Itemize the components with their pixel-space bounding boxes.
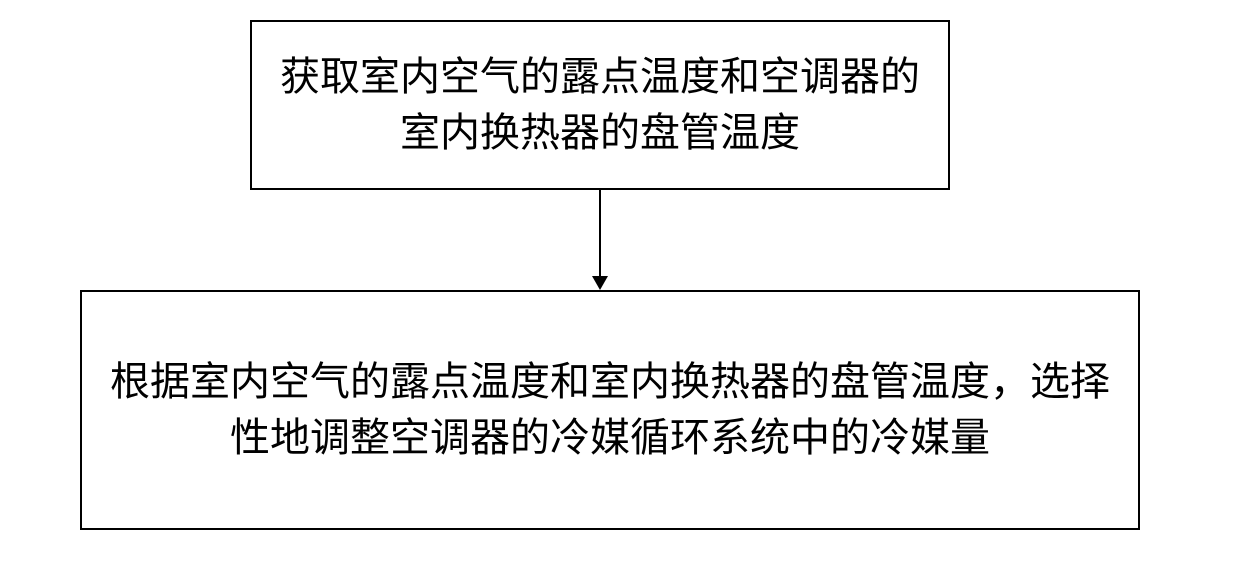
flow-edge-line — [599, 190, 601, 276]
flow-edge-arrowhead — [592, 276, 608, 290]
flow-node-acquire-text: 获取室内空气的露点温度和空调器的室内换热器的盘管温度 — [272, 49, 928, 161]
flow-node-adjust-text: 根据室内空气的露点温度和室内换热器的盘管温度，选择性地调整空调器的冷媒循环系统中… — [102, 354, 1118, 466]
flow-node-acquire: 获取室内空气的露点温度和空调器的室内换热器的盘管温度 — [250, 20, 950, 190]
flow-node-adjust: 根据室内空气的露点温度和室内换热器的盘管温度，选择性地调整空调器的冷媒循环系统中… — [80, 290, 1140, 530]
